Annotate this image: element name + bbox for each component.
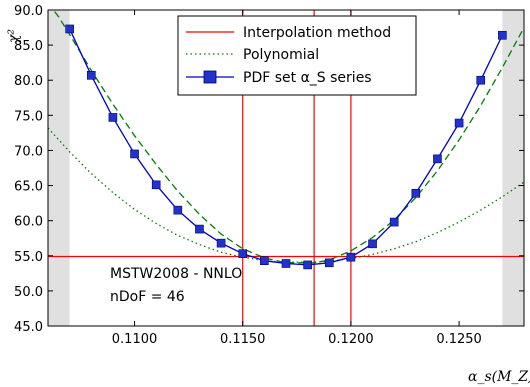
annotation-ndof: nDoF = 46 — [110, 289, 185, 305]
polynomial-dashed-curve — [52, 10, 524, 264]
pdf-series-point — [216, 238, 226, 248]
legend-label-polynomial: Polynomial — [243, 47, 319, 63]
y-tick-label: 65.0 — [14, 180, 43, 195]
legend-label-interpolation: Interpolation method — [243, 25, 391, 41]
legend-swatch-pdf-marker — [203, 70, 217, 84]
pdf-series-point — [151, 180, 161, 190]
y-tick-label: 50.0 — [14, 285, 43, 300]
pdf-series-point — [476, 75, 486, 85]
y-tick-label: 70.0 — [14, 144, 43, 159]
shaded-regions — [48, 10, 524, 326]
x-axis-label: α_s(M_Z) — [468, 369, 530, 385]
pdf-series-point — [411, 188, 421, 198]
pdf-series-point — [130, 149, 139, 159]
x-tick-label: 0.1100 — [112, 332, 158, 347]
pdf-series-point — [324, 258, 334, 268]
y-tick-label: 85.0 — [14, 39, 43, 54]
y-tick-label: 80.0 — [14, 74, 43, 89]
x-tick-label: 0.1150 — [220, 332, 266, 347]
pdf-series-point — [173, 205, 183, 215]
pdf-series-point — [86, 71, 96, 80]
x-axis-ticks: 0.1100 0.1150 0.1200 0.1250 — [112, 10, 482, 347]
x-tick-label: 0.1200 — [328, 332, 374, 347]
pdf-series-point — [346, 252, 356, 262]
shaded-region-0 — [48, 10, 70, 326]
plot-frame — [47, 9, 525, 327]
pdf-series-point — [389, 217, 399, 227]
y-tick-label: 55.0 — [14, 250, 43, 265]
y-tick-label: 90.0 — [14, 4, 43, 19]
pdf-series-point — [368, 239, 377, 249]
y-tick-label: 60.0 — [14, 215, 43, 230]
pdf-series-point — [65, 24, 74, 34]
legend-box — [177, 15, 417, 96]
pdf-series-point — [498, 30, 507, 40]
pdf-series-point — [238, 249, 248, 258]
pdf-series-point — [433, 154, 442, 164]
y-axis-label: χ² — [6, 29, 22, 44]
pdf-series-point — [281, 259, 291, 268]
y-tick-label: 45.0 — [14, 320, 43, 335]
pdf-series-point — [303, 260, 312, 270]
data-markers — [65, 24, 507, 270]
y-axis-ticks: 45.0 50.0 55.0 60.0 65.0 70.0 75.0 80.0 85.0 90.0 — [14, 4, 524, 335]
pdf-series-point — [195, 224, 204, 234]
polynomial-curve — [48, 127, 524, 263]
pdf-series-point — [260, 256, 269, 265]
pdf-series-point — [108, 113, 118, 122]
annotation-pdf-set: MSTW2008 - NNLO — [110, 266, 242, 282]
x-tick-label: 0.1250 — [436, 332, 482, 347]
legend: Interpolation method Polynomial PDF set … — [177, 15, 417, 96]
legend-label-pdf-series: PDF set α_S series — [243, 70, 372, 86]
y-tick-label: 75.0 — [14, 109, 43, 124]
shaded-region-1 — [502, 10, 524, 326]
pdf-series-point — [454, 118, 464, 128]
